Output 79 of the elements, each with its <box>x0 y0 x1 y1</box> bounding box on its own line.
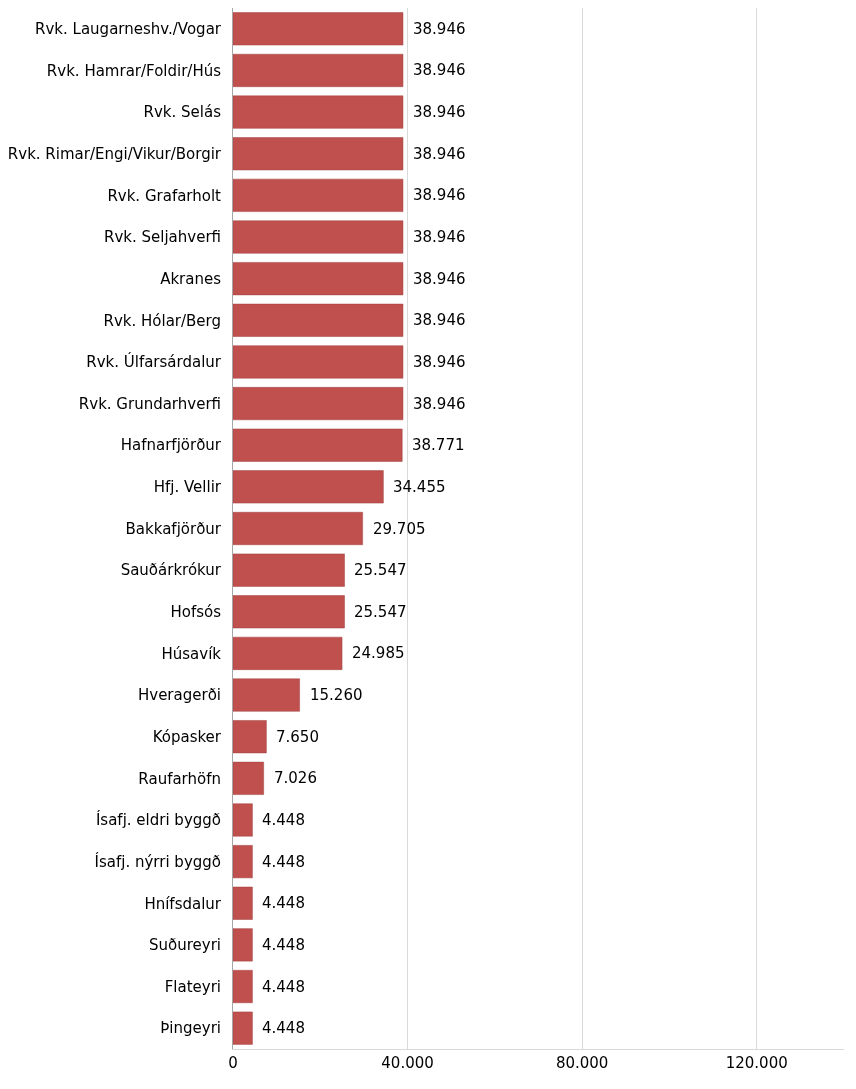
bar <box>233 678 300 712</box>
bar <box>233 12 404 46</box>
bar <box>233 636 343 670</box>
y-tick-label: Rvk. Hólar/Berg <box>103 311 221 330</box>
y-tick-label: Rvk. Grafarholt <box>107 186 222 205</box>
data-label: 4.448 <box>262 978 305 996</box>
y-tick-label: Hfj. Vellir <box>153 478 222 497</box>
y-tick-label: Rvk. Selás <box>143 103 222 122</box>
y-tick-label: Rvk. Grundarhverfi <box>78 394 221 413</box>
data-label: 34.455 <box>393 478 446 496</box>
bar <box>233 803 253 837</box>
data-label: 4.448 <box>262 1019 305 1037</box>
bar <box>233 1011 253 1045</box>
data-label: 38.946 <box>413 311 466 329</box>
bar <box>233 720 267 754</box>
bar <box>233 928 253 962</box>
bar <box>233 553 345 587</box>
y-tick-label: Sauðárkrókur <box>120 561 222 580</box>
data-label: 38.946 <box>413 353 466 371</box>
y-tick-label: Rvk. Rimar/Engi/Vikur/Borgir <box>7 144 222 163</box>
y-tick-label: Rvk. Seljahverfi <box>103 228 221 247</box>
data-label: 4.448 <box>262 853 305 871</box>
bar <box>233 845 253 879</box>
data-label: 38.946 <box>413 270 466 288</box>
bar <box>233 262 404 296</box>
data-label: 25.547 <box>354 561 407 579</box>
bar <box>233 95 404 129</box>
data-label: 29.705 <box>373 520 426 538</box>
bar <box>233 303 404 337</box>
bar <box>233 470 384 504</box>
x-tick-label: 120.000 <box>725 1054 788 1072</box>
data-label: 4.448 <box>262 936 305 954</box>
y-tick-label: Kópasker <box>152 727 222 746</box>
y-tick-label: Hveragerði <box>137 686 221 705</box>
data-label: 7.026 <box>274 769 317 787</box>
bar <box>233 178 404 212</box>
data-label: 24.985 <box>352 644 405 662</box>
data-label: 4.448 <box>262 811 305 829</box>
y-tick-label: Rvk. Laugarneshv./Vogar <box>35 20 222 39</box>
data-label: 38.946 <box>413 145 466 163</box>
y-tick-label: Rvk. Hamrar/Foldir/Hús <box>46 61 222 80</box>
data-label: 38.946 <box>413 395 466 413</box>
data-label: 38.771 <box>412 436 465 454</box>
y-tick-label: Bakkafjörður <box>125 519 222 538</box>
y-tick-label: Ísafj. eldri byggð <box>95 810 221 830</box>
bar <box>233 387 404 421</box>
bar <box>233 512 363 545</box>
data-label: 15.260 <box>310 686 363 704</box>
data-label: 38.946 <box>413 103 466 121</box>
y-tick-label: Suðureyri <box>149 936 221 955</box>
y-tick-label: Húsavík <box>161 644 222 663</box>
bar <box>233 220 404 254</box>
bar <box>233 886 253 920</box>
bar <box>233 595 345 629</box>
y-tick-label: Hofsós <box>170 603 222 622</box>
bar <box>233 137 404 171</box>
y-tick-label: Flateyri <box>164 977 221 996</box>
data-label: 38.946 <box>413 20 466 38</box>
x-tick-label: 0 <box>228 1054 238 1072</box>
y-tick-label: Hnífsdalur <box>144 894 222 913</box>
y-tick-label: Ísafj. nýrri byggð <box>94 851 221 871</box>
y-tick-label: Raufarhöfn <box>138 769 221 788</box>
bar <box>233 428 403 462</box>
data-label: 38.946 <box>413 61 466 79</box>
y-tick-label: Þingeyri <box>160 1019 221 1038</box>
y-tick-label: Rvk. Úlfarsárdalur <box>86 352 222 372</box>
bar <box>233 345 404 379</box>
x-tick-label: 40.000 <box>381 1054 434 1072</box>
data-label: 38.946 <box>413 186 466 204</box>
y-tick-label: Akranes <box>160 269 222 288</box>
data-label: 4.448 <box>262 894 305 912</box>
bar <box>233 53 404 87</box>
y-tick-label: Hafnarfjörður <box>120 436 222 455</box>
data-label: 25.547 <box>354 603 407 621</box>
data-label: 7.650 <box>276 728 319 746</box>
x-tick-label: 80.000 <box>555 1054 609 1072</box>
bar <box>233 970 253 1004</box>
data-label: 38.946 <box>413 228 466 246</box>
bar <box>233 761 264 795</box>
